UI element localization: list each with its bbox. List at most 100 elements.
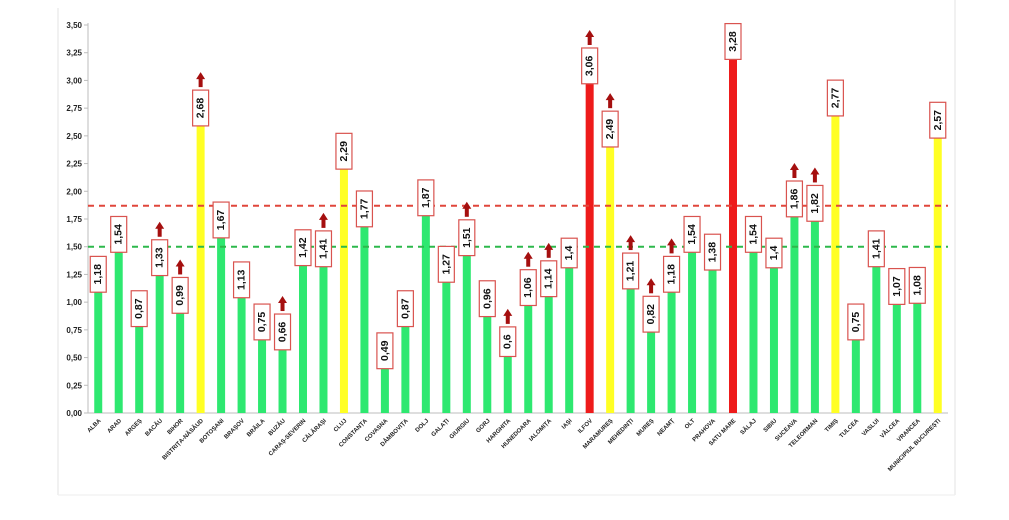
bars <box>94 49 942 414</box>
up-arrow-shaft <box>505 315 510 324</box>
up-arrow-head <box>646 278 656 286</box>
bar <box>667 282 676 413</box>
value-label: 1,21 <box>622 252 640 290</box>
value-label-text: 2,77 <box>829 88 841 109</box>
up-arrow-icon <box>523 251 533 267</box>
up-arrow-head <box>196 72 206 80</box>
y-tick-label: 3,50 <box>66 21 82 30</box>
up-arrow-head <box>523 251 533 259</box>
value-label-box <box>642 295 660 333</box>
x-tick-label: IAȘI <box>561 418 574 431</box>
up-arrow-head <box>810 167 820 175</box>
value-label-text: 0,96 <box>481 288 493 309</box>
bar <box>810 211 819 413</box>
up-arrow-head <box>175 259 185 267</box>
value-labels: 1,18 1,54 0,87 1,33 0,99 2,68 1,67 1,13 0,75 0,66… <box>89 22 947 370</box>
value-label-box <box>519 269 537 307</box>
y-tick-label: 2,75 <box>66 104 82 113</box>
value-label: 2,29 <box>335 132 353 170</box>
x-tick-label: ARAD <box>107 418 124 435</box>
bar <box>360 216 369 413</box>
bar <box>524 295 533 413</box>
y-tick-label: 3,00 <box>66 76 82 85</box>
up-arrow-icon <box>810 167 820 183</box>
up-arrow-icon <box>544 242 554 258</box>
value-label-box <box>826 79 844 117</box>
x-tick-label: CARAȘ-SEVERIN <box>268 418 307 457</box>
value-label-text: 1,51 <box>461 227 473 248</box>
value-label-text: 1,13 <box>236 269 248 290</box>
value-label: 1,14 <box>540 260 558 298</box>
value-label-text: 1,18 <box>92 264 104 285</box>
value-label-text: 0,75 <box>256 312 268 333</box>
value-label-box <box>355 190 374 228</box>
value-label-box <box>744 215 763 253</box>
x-tick-label: GORJ <box>475 418 491 434</box>
y-tick-label: 0,25 <box>66 381 82 390</box>
value-label-text: 0,87 <box>133 298 145 319</box>
up-arrow-head <box>278 296 288 304</box>
y-axis: 0,00 0,25 0,50 0,75 1,00 1,25 1,50 1,75 2,00 2,25… <box>66 21 948 418</box>
value-label-box <box>437 245 455 283</box>
value-label-box <box>499 326 517 358</box>
value-label-text: 1,54 <box>113 224 125 245</box>
value-label: 2,57 <box>929 101 947 139</box>
value-label-text: 0,66 <box>277 322 289 343</box>
value-label: 1,54 <box>110 215 128 253</box>
bar <box>790 206 799 413</box>
value-label-text: 1,42 <box>297 237 309 258</box>
x-tick-label: CLUJ <box>333 418 348 433</box>
bar <box>421 205 430 413</box>
value-label-box <box>581 47 599 85</box>
value-label: 1,86 <box>785 180 804 218</box>
value-label-text: 1,06 <box>522 277 534 298</box>
bar <box>339 159 348 413</box>
up-arrow-icon <box>789 163 799 179</box>
bar <box>155 265 164 413</box>
x-tick-label: VASLUI <box>861 418 881 438</box>
value-label-box <box>478 280 496 318</box>
value-label-box <box>540 260 558 298</box>
value-label-box <box>89 255 107 293</box>
x-tick-label: TULCEA <box>839 418 861 440</box>
bar <box>544 286 553 413</box>
up-arrow-shaft <box>157 228 162 237</box>
value-label: 1,41 <box>867 230 885 268</box>
bar <box>380 358 389 413</box>
up-arrow-shaft <box>608 99 613 109</box>
up-arrow-shaft <box>526 258 531 267</box>
value-label-text: 1,41 <box>317 238 329 259</box>
value-label: 0,66 <box>273 313 292 351</box>
value-label-text: 1,41 <box>870 238 882 259</box>
value-label-text: 1,18 <box>666 264 678 285</box>
x-tick-label: ALBA <box>87 418 103 434</box>
value-label-text: 1,82 <box>809 193 821 214</box>
x-tick-label: BRĂILA <box>245 417 266 438</box>
up-arrow-icon <box>585 29 595 45</box>
value-label: 1,54 <box>744 215 763 253</box>
bar <box>278 339 287 413</box>
up-arrow-icon <box>605 93 615 109</box>
bar <box>483 306 492 413</box>
value-label-box <box>888 267 906 305</box>
value-label: 2,77 <box>826 79 844 117</box>
value-label-box <box>232 261 251 299</box>
value-label-text: 1,4 <box>768 246 780 261</box>
value-label-box <box>417 179 435 217</box>
value-label-text: 2,29 <box>338 141 350 162</box>
up-arrow-shaft <box>321 219 326 228</box>
value-label: 3,28 <box>724 22 742 60</box>
value-label-box <box>396 290 414 328</box>
y-tick-label: 2,00 <box>66 187 82 196</box>
value-label-text: 1,33 <box>154 247 166 268</box>
up-arrow-head <box>503 308 513 316</box>
up-arrow-shaft <box>178 265 183 275</box>
y-tick-label: 0,75 <box>66 326 82 335</box>
value-label-text: 1,77 <box>358 199 370 220</box>
value-label: 1,08 <box>908 266 926 304</box>
value-label-box <box>724 22 742 60</box>
x-tick-label: SĂLAJ <box>739 417 758 436</box>
value-label-box <box>622 252 640 290</box>
value-label-text: 1,27 <box>440 254 452 275</box>
up-arrow-icon <box>667 238 677 254</box>
